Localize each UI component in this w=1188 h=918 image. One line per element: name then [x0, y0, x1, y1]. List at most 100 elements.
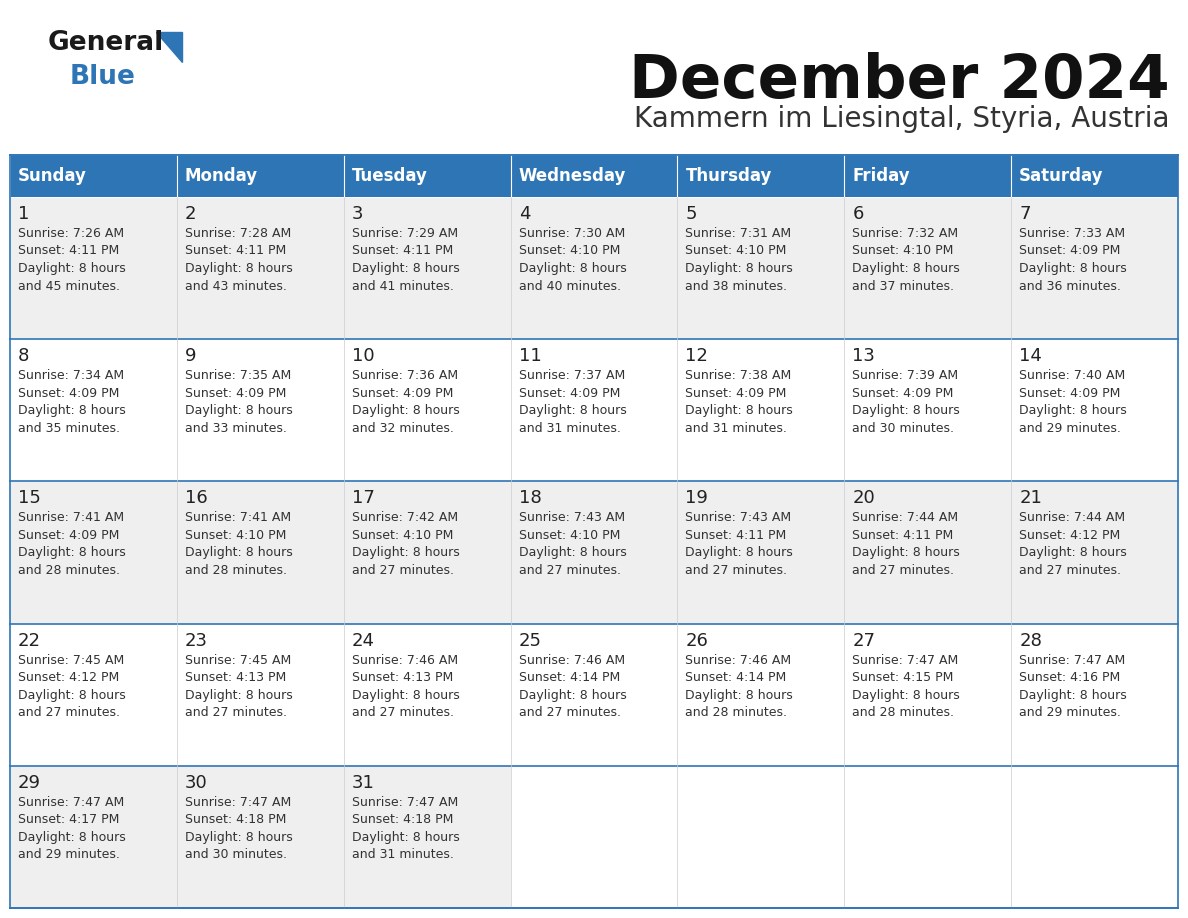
Text: and 32 minutes.: and 32 minutes. [352, 421, 454, 435]
Text: Daylight: 8 hours: Daylight: 8 hours [1019, 404, 1127, 417]
Text: and 27 minutes.: and 27 minutes. [852, 564, 954, 577]
Text: Daylight: 8 hours: Daylight: 8 hours [519, 688, 626, 701]
Text: Daylight: 8 hours: Daylight: 8 hours [852, 688, 960, 701]
Text: Sunset: 4:18 PM: Sunset: 4:18 PM [185, 813, 286, 826]
Text: 17: 17 [352, 489, 374, 508]
Text: and 43 minutes.: and 43 minutes. [185, 279, 286, 293]
Text: Sunset: 4:09 PM: Sunset: 4:09 PM [18, 529, 119, 542]
Text: Sunset: 4:17 PM: Sunset: 4:17 PM [18, 813, 119, 826]
Text: 15: 15 [18, 489, 40, 508]
Bar [10, 339, 1178, 481]
Text: 9: 9 [185, 347, 196, 365]
Text: and 30 minutes.: and 30 minutes. [185, 848, 286, 861]
Text: Sunset: 4:18 PM: Sunset: 4:18 PM [352, 813, 453, 826]
Bar [10, 623, 1178, 766]
Text: and 31 minutes.: and 31 minutes. [352, 848, 454, 861]
Text: 26: 26 [685, 632, 708, 650]
Text: and 41 minutes.: and 41 minutes. [352, 279, 454, 293]
Text: Sunrise: 7:43 AM: Sunrise: 7:43 AM [519, 511, 625, 524]
Text: Sunrise: 7:38 AM: Sunrise: 7:38 AM [685, 369, 791, 382]
Text: Sunrise: 7:40 AM: Sunrise: 7:40 AM [1019, 369, 1125, 382]
Text: Wednesday: Wednesday [519, 167, 626, 185]
Text: Sunset: 4:12 PM: Sunset: 4:12 PM [18, 671, 119, 684]
Text: Sunset: 4:11 PM: Sunset: 4:11 PM [685, 529, 786, 542]
Text: Sunrise: 7:41 AM: Sunrise: 7:41 AM [185, 511, 291, 524]
Bar [845, 766, 1011, 908]
Text: Sunset: 4:09 PM: Sunset: 4:09 PM [1019, 386, 1120, 399]
Text: Sunrise: 7:43 AM: Sunrise: 7:43 AM [685, 511, 791, 524]
Text: Kammern im Liesingtal, Styria, Austria: Kammern im Liesingtal, Styria, Austria [634, 105, 1170, 133]
Text: Daylight: 8 hours: Daylight: 8 hours [352, 262, 460, 275]
Text: and 29 minutes.: and 29 minutes. [18, 848, 120, 861]
Text: Sunrise: 7:28 AM: Sunrise: 7:28 AM [185, 227, 291, 240]
Text: and 29 minutes.: and 29 minutes. [1019, 421, 1121, 435]
Text: Sunset: 4:11 PM: Sunset: 4:11 PM [18, 244, 119, 258]
Text: 4: 4 [519, 205, 530, 223]
Bar [343, 155, 511, 197]
Text: Daylight: 8 hours: Daylight: 8 hours [352, 404, 460, 417]
Text: 31: 31 [352, 774, 374, 792]
Bar [10, 155, 177, 197]
Text: 5: 5 [685, 205, 697, 223]
Text: 29: 29 [18, 774, 42, 792]
Bar [511, 155, 677, 197]
Text: Sunrise: 7:45 AM: Sunrise: 7:45 AM [18, 654, 125, 666]
Text: Sunday: Sunday [18, 167, 87, 185]
Text: Blue: Blue [70, 64, 135, 90]
Text: Daylight: 8 hours: Daylight: 8 hours [185, 688, 292, 701]
Bar [1011, 766, 1178, 908]
Text: 8: 8 [18, 347, 30, 365]
Bar [177, 155, 343, 197]
Text: Sunrise: 7:44 AM: Sunrise: 7:44 AM [1019, 511, 1125, 524]
Text: and 27 minutes.: and 27 minutes. [352, 564, 454, 577]
Text: 14: 14 [1019, 347, 1042, 365]
Text: Sunrise: 7:45 AM: Sunrise: 7:45 AM [185, 654, 291, 666]
Text: Sunset: 4:10 PM: Sunset: 4:10 PM [519, 529, 620, 542]
Text: Sunrise: 7:26 AM: Sunrise: 7:26 AM [18, 227, 124, 240]
Text: 13: 13 [852, 347, 876, 365]
Text: Sunset: 4:11 PM: Sunset: 4:11 PM [352, 244, 453, 258]
Text: Daylight: 8 hours: Daylight: 8 hours [185, 546, 292, 559]
Text: Sunrise: 7:29 AM: Sunrise: 7:29 AM [352, 227, 457, 240]
Text: Sunset: 4:10 PM: Sunset: 4:10 PM [685, 244, 786, 258]
Text: 7: 7 [1019, 205, 1031, 223]
Text: Friday: Friday [852, 167, 910, 185]
Text: Daylight: 8 hours: Daylight: 8 hours [185, 831, 292, 844]
Text: Sunrise: 7:46 AM: Sunrise: 7:46 AM [352, 654, 457, 666]
Text: Daylight: 8 hours: Daylight: 8 hours [519, 262, 626, 275]
Text: Sunset: 4:14 PM: Sunset: 4:14 PM [519, 671, 620, 684]
Text: 10: 10 [352, 347, 374, 365]
Text: and 36 minutes.: and 36 minutes. [1019, 279, 1121, 293]
Text: Daylight: 8 hours: Daylight: 8 hours [1019, 262, 1127, 275]
Bar [677, 766, 845, 908]
Text: Daylight: 8 hours: Daylight: 8 hours [1019, 546, 1127, 559]
Text: and 28 minutes.: and 28 minutes. [685, 706, 788, 719]
Text: and 28 minutes.: and 28 minutes. [18, 564, 120, 577]
Text: Sunrise: 7:37 AM: Sunrise: 7:37 AM [519, 369, 625, 382]
Text: Monday: Monday [185, 167, 258, 185]
Text: Daylight: 8 hours: Daylight: 8 hours [352, 546, 460, 559]
Text: Sunset: 4:10 PM: Sunset: 4:10 PM [185, 529, 286, 542]
Text: Sunrise: 7:30 AM: Sunrise: 7:30 AM [519, 227, 625, 240]
Text: 23: 23 [185, 632, 208, 650]
Text: Daylight: 8 hours: Daylight: 8 hours [852, 262, 960, 275]
Text: Sunrise: 7:46 AM: Sunrise: 7:46 AM [519, 654, 625, 666]
Text: Sunrise: 7:47 AM: Sunrise: 7:47 AM [1019, 654, 1125, 666]
Text: Daylight: 8 hours: Daylight: 8 hours [519, 404, 626, 417]
Bar [10, 197, 1178, 339]
Text: and 27 minutes.: and 27 minutes. [519, 706, 620, 719]
Text: and 27 minutes.: and 27 minutes. [185, 706, 286, 719]
Text: Tuesday: Tuesday [352, 167, 428, 185]
Text: 18: 18 [519, 489, 542, 508]
Text: 25: 25 [519, 632, 542, 650]
Text: Sunset: 4:11 PM: Sunset: 4:11 PM [185, 244, 286, 258]
Polygon shape [156, 32, 182, 62]
Text: and 35 minutes.: and 35 minutes. [18, 421, 120, 435]
Text: Daylight: 8 hours: Daylight: 8 hours [352, 688, 460, 701]
Text: and 27 minutes.: and 27 minutes. [1019, 564, 1121, 577]
Text: 28: 28 [1019, 632, 1042, 650]
Text: Sunset: 4:15 PM: Sunset: 4:15 PM [852, 671, 954, 684]
Text: and 31 minutes.: and 31 minutes. [519, 421, 620, 435]
Text: Daylight: 8 hours: Daylight: 8 hours [685, 546, 794, 559]
Text: Sunset: 4:14 PM: Sunset: 4:14 PM [685, 671, 786, 684]
